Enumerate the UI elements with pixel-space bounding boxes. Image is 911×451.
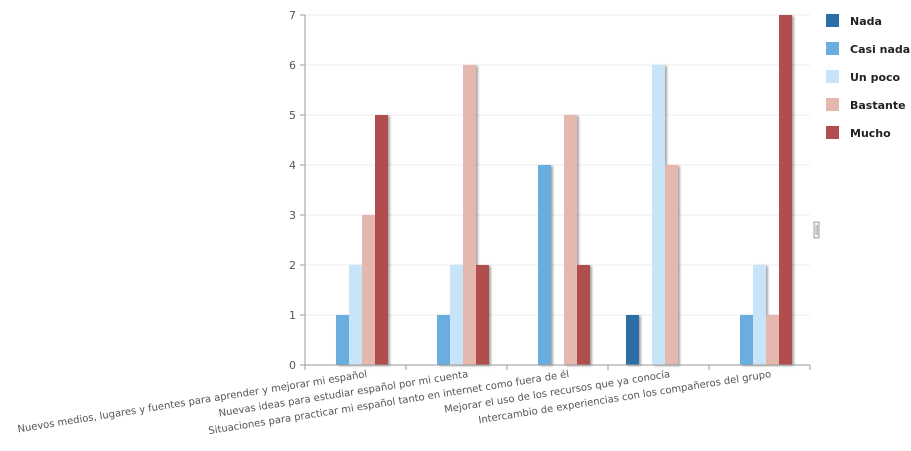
bar[interactable] — [564, 115, 577, 365]
bar[interactable] — [476, 265, 489, 365]
legend-label[interactable]: Bastante — [850, 99, 906, 112]
bars — [336, 15, 792, 365]
bar[interactable] — [375, 115, 388, 365]
legend-label[interactable]: Mucho — [850, 127, 891, 140]
bar[interactable] — [577, 265, 590, 365]
y-tick-label: 4 — [289, 159, 296, 172]
bar[interactable] — [626, 315, 639, 365]
bar[interactable] — [463, 65, 476, 365]
axes — [304, 15, 811, 370]
bar[interactable] — [538, 165, 551, 365]
y-tick-label: 1 — [289, 309, 296, 322]
y-tick-label: 0 — [289, 359, 296, 372]
y-tick-label: 5 — [289, 109, 296, 122]
bar[interactable] — [349, 265, 362, 365]
bar[interactable] — [362, 215, 375, 365]
bar[interactable] — [753, 265, 766, 365]
legend: Nada Casi nada Un poco Bastante Mucho — [826, 14, 910, 140]
legend-swatch — [826, 14, 839, 27]
legend-swatch — [826, 70, 839, 83]
x-axis-labels: Nuevos medios, lugares y fuentes para ap… — [17, 368, 772, 437]
legend-label[interactable]: Nada — [850, 15, 882, 28]
bar[interactable] — [766, 315, 779, 365]
y-axis-ticks: 0 1 2 3 4 5 6 7 — [289, 9, 305, 372]
y-tick-label: 3 — [289, 209, 296, 222]
legend-swatch — [826, 42, 839, 55]
legend-swatch — [826, 126, 839, 139]
legend-label[interactable]: Un poco — [850, 71, 901, 84]
legend-swatch — [826, 98, 839, 111]
y-tick-label: 2 — [289, 259, 296, 272]
bar[interactable] — [740, 315, 753, 365]
y-tick-label: 7 — [289, 9, 296, 22]
y-tick-label: 6 — [289, 59, 296, 72]
bar[interactable] — [450, 265, 463, 365]
resize-handle-icon[interactable] — [813, 221, 820, 239]
bar[interactable] — [336, 315, 349, 365]
bar[interactable] — [665, 165, 678, 365]
gridlines — [305, 14, 810, 316]
bar[interactable] — [652, 65, 665, 365]
bar[interactable] — [437, 315, 450, 365]
bar[interactable] — [779, 15, 792, 365]
legend-label[interactable]: Casi nada — [850, 43, 910, 56]
